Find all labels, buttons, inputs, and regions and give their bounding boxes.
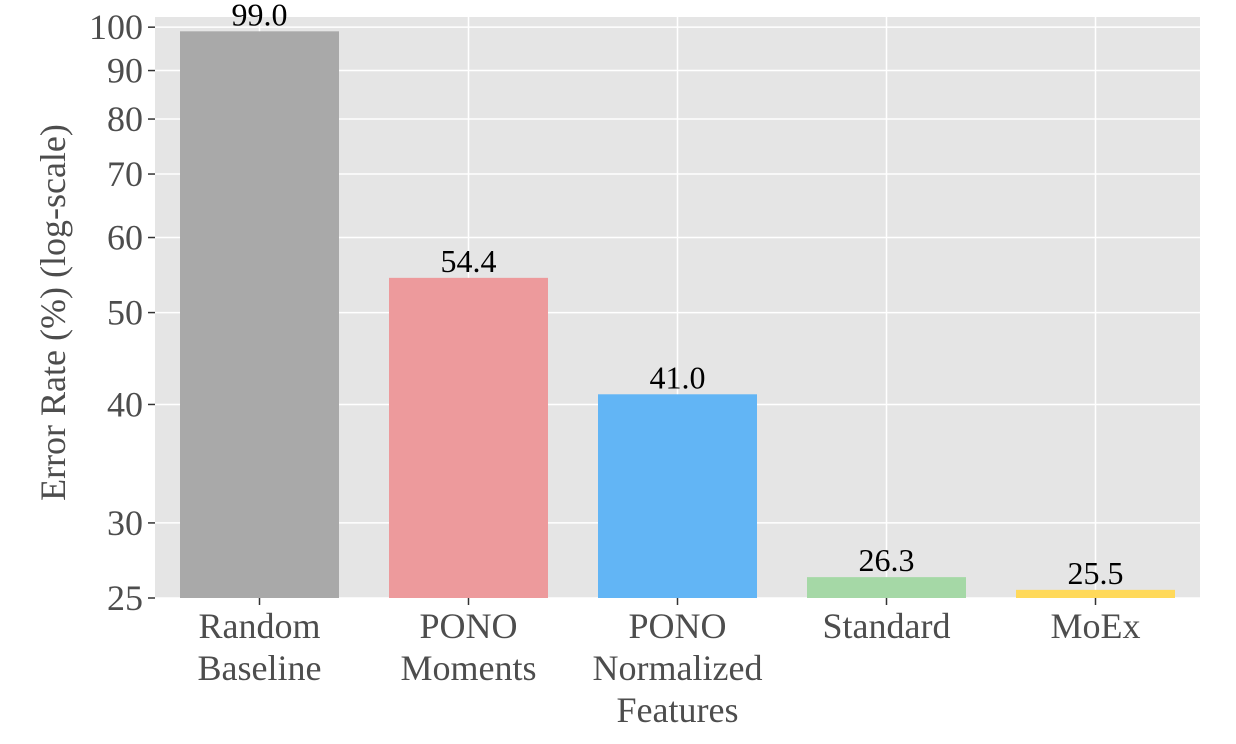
y-tick-label: 90 — [107, 51, 143, 91]
y-tick-label: 80 — [107, 99, 143, 139]
bar — [1016, 589, 1175, 598]
y-tick-label: 60 — [107, 218, 143, 258]
bar-value-label: 99.0 — [232, 0, 288, 32]
bar — [389, 277, 548, 598]
x-tick-label-line: Standard — [823, 606, 951, 646]
x-tick-label-line: Moments — [400, 648, 536, 688]
y-axis-label: Error Rate (%) (log-scale) — [33, 124, 73, 501]
bar-value-label: 25.5 — [1068, 555, 1124, 591]
x-tick-label-line: Features — [617, 690, 739, 730]
y-tick-label: 40 — [107, 384, 143, 424]
x-tick-label: PONO Moments — [400, 606, 536, 688]
y-tick-label: 25 — [107, 578, 143, 618]
bar-value-label: 41.0 — [650, 359, 706, 395]
x-tick-label-line: Normalized — [593, 648, 763, 688]
y-tick-label: 50 — [107, 293, 143, 333]
x-tick-label-line: Random — [199, 606, 321, 646]
x-tick-label: PONO Normalized Features — [593, 606, 763, 730]
bar — [180, 31, 339, 599]
x-tick-label: Standard — [823, 606, 951, 646]
x-tick-label-line: MoEx — [1051, 606, 1141, 646]
y-tick-label: 30 — [107, 503, 143, 543]
bar — [807, 577, 966, 598]
x-tick-label-line: PONO — [628, 606, 726, 646]
y-tick-label: 70 — [107, 154, 143, 194]
bar-value-label: 26.3 — [859, 542, 915, 578]
x-tick-label: Random Baseline — [198, 606, 322, 688]
x-tick-label: MoEx — [1051, 606, 1141, 646]
y-tick-label: 100 — [89, 7, 143, 47]
x-tick-label-line: Baseline — [198, 648, 322, 688]
bar-value-label: 54.4 — [441, 243, 497, 279]
x-tick-label-line: PONO — [419, 606, 517, 646]
bar — [598, 394, 757, 598]
